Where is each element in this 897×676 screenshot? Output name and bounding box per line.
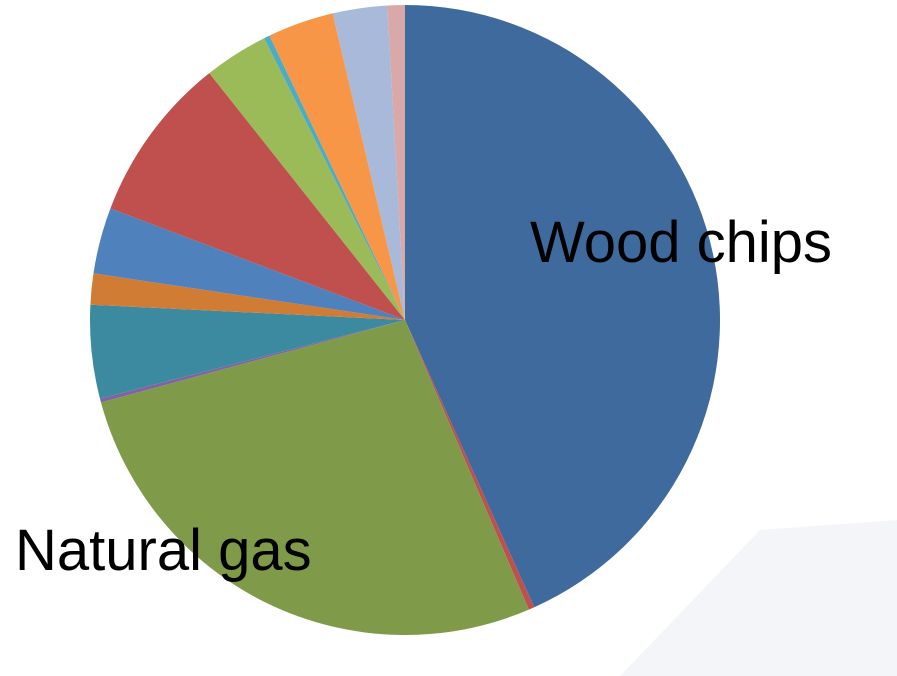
- pie-slice: [99, 320, 405, 403]
- pie: [90, 5, 720, 635]
- pie-slice: [93, 208, 405, 320]
- pie-slice: [269, 13, 405, 320]
- pie-slice: [264, 35, 405, 321]
- pie-slice: [387, 5, 405, 320]
- pie-slice: [405, 320, 535, 610]
- slice-label: Natural gas: [15, 518, 312, 583]
- pie-slice: [110, 73, 405, 321]
- pie-slice: [405, 5, 720, 608]
- pie-slice: [209, 38, 405, 320]
- slice-label: Wood chips: [530, 210, 832, 275]
- pie-slice: [332, 5, 405, 320]
- pie-slice: [90, 304, 405, 399]
- background-shape: [620, 520, 897, 676]
- pie-slice: [100, 320, 529, 635]
- pie-slice: [90, 273, 405, 320]
